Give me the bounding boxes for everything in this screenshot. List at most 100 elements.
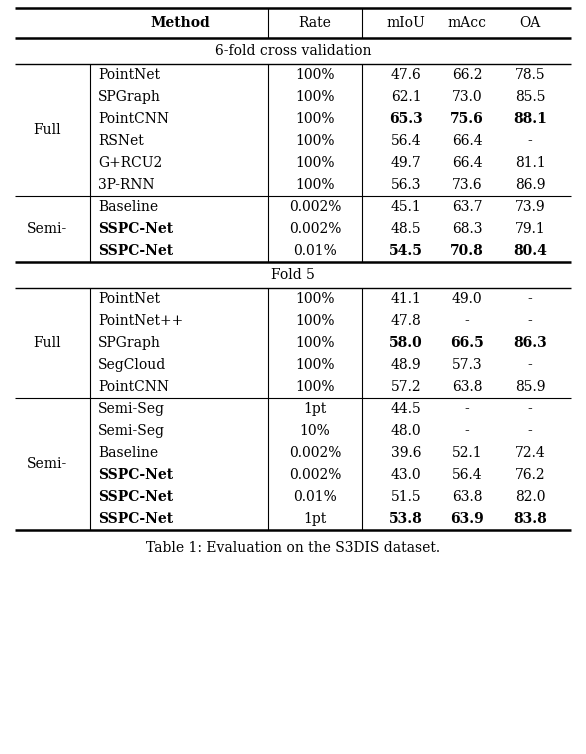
Text: 48.9: 48.9 <box>391 358 421 372</box>
Text: 43.0: 43.0 <box>391 468 421 482</box>
Text: 56.3: 56.3 <box>391 178 421 192</box>
Text: Rate: Rate <box>298 16 332 30</box>
Text: 85.9: 85.9 <box>515 380 545 394</box>
Text: Semi-Seg: Semi-Seg <box>98 402 165 416</box>
Text: 68.3: 68.3 <box>452 222 482 236</box>
Text: -: - <box>465 424 469 438</box>
Text: 86.3: 86.3 <box>513 336 547 350</box>
Text: SegCloud: SegCloud <box>98 358 166 372</box>
Text: 0.002%: 0.002% <box>289 446 341 460</box>
Text: 54.5: 54.5 <box>389 244 423 258</box>
Text: 100%: 100% <box>295 134 335 148</box>
Text: 53.8: 53.8 <box>389 512 423 526</box>
Text: PointNet: PointNet <box>98 292 160 306</box>
Text: 83.8: 83.8 <box>513 512 547 526</box>
Text: -: - <box>465 402 469 416</box>
Text: 3P-RNN: 3P-RNN <box>98 178 155 192</box>
Text: 0.002%: 0.002% <box>289 200 341 214</box>
Text: Full: Full <box>33 336 61 350</box>
Text: 0.01%: 0.01% <box>293 244 337 258</box>
Text: SSPC-Net: SSPC-Net <box>98 222 173 236</box>
Text: 1pt: 1pt <box>304 402 326 416</box>
Text: SSPC-Net: SSPC-Net <box>98 490 173 504</box>
Text: 51.5: 51.5 <box>391 490 421 504</box>
Text: 63.9: 63.9 <box>450 512 484 526</box>
Text: 73.6: 73.6 <box>452 178 482 192</box>
Text: PointNet++: PointNet++ <box>98 314 183 328</box>
Text: SPGraph: SPGraph <box>98 90 161 104</box>
Text: 65.3: 65.3 <box>389 112 423 126</box>
Text: 76.2: 76.2 <box>515 468 546 482</box>
Text: 66.4: 66.4 <box>452 134 482 148</box>
Text: 100%: 100% <box>295 292 335 306</box>
Text: 72.4: 72.4 <box>515 446 546 460</box>
Text: 62.1: 62.1 <box>391 90 421 104</box>
Text: 47.6: 47.6 <box>391 68 421 82</box>
Text: SPGraph: SPGraph <box>98 336 161 350</box>
Text: Full: Full <box>33 123 61 137</box>
Text: 44.5: 44.5 <box>391 402 421 416</box>
Text: 88.1: 88.1 <box>513 112 547 126</box>
Text: Baseline: Baseline <box>98 200 158 214</box>
Text: 73.0: 73.0 <box>452 90 482 104</box>
Text: 10%: 10% <box>299 424 331 438</box>
Text: Baseline: Baseline <box>98 446 158 460</box>
Text: -: - <box>527 358 532 372</box>
Text: mAcc: mAcc <box>448 16 486 30</box>
Text: PointCNN: PointCNN <box>98 380 169 394</box>
Text: Table 1: Evaluation on the S3DIS dataset.: Table 1: Evaluation on the S3DIS dataset… <box>146 541 440 555</box>
Text: 57.3: 57.3 <box>452 358 482 372</box>
Text: -: - <box>527 402 532 416</box>
Text: 52.1: 52.1 <box>452 446 482 460</box>
Text: 100%: 100% <box>295 314 335 328</box>
Text: Method: Method <box>150 16 210 30</box>
Text: 70.8: 70.8 <box>450 244 484 258</box>
Text: -: - <box>465 314 469 328</box>
Text: 6-fold cross validation: 6-fold cross validation <box>214 44 372 58</box>
Text: 81.1: 81.1 <box>515 156 546 170</box>
Text: 86.9: 86.9 <box>515 178 545 192</box>
Text: 63.7: 63.7 <box>452 200 482 214</box>
Text: 100%: 100% <box>295 68 335 82</box>
Text: 47.8: 47.8 <box>391 314 421 328</box>
Text: Fold 5: Fold 5 <box>271 268 315 282</box>
Text: 48.0: 48.0 <box>391 424 421 438</box>
Text: 58.0: 58.0 <box>389 336 423 350</box>
Text: 85.5: 85.5 <box>515 90 545 104</box>
Text: PointCNN: PointCNN <box>98 112 169 126</box>
Text: 48.5: 48.5 <box>391 222 421 236</box>
Text: SSPC-Net: SSPC-Net <box>98 512 173 526</box>
Text: Semi-: Semi- <box>27 457 67 471</box>
Text: 63.8: 63.8 <box>452 490 482 504</box>
Text: 39.6: 39.6 <box>391 446 421 460</box>
Text: 75.6: 75.6 <box>450 112 484 126</box>
Text: Semi-: Semi- <box>27 222 67 236</box>
Text: RSNet: RSNet <box>98 134 144 148</box>
Text: 100%: 100% <box>295 178 335 192</box>
Text: 49.7: 49.7 <box>391 156 421 170</box>
Text: G+RCU2: G+RCU2 <box>98 156 162 170</box>
Text: 82.0: 82.0 <box>515 490 545 504</box>
Text: 1pt: 1pt <box>304 512 326 526</box>
Text: 57.2: 57.2 <box>391 380 421 394</box>
Text: 100%: 100% <box>295 380 335 394</box>
Text: 78.5: 78.5 <box>515 68 546 82</box>
Text: 56.4: 56.4 <box>391 134 421 148</box>
Text: 79.1: 79.1 <box>515 222 546 236</box>
Text: 0.002%: 0.002% <box>289 222 341 236</box>
Text: OA: OA <box>519 16 541 30</box>
Text: 66.2: 66.2 <box>452 68 482 82</box>
Text: 49.0: 49.0 <box>452 292 482 306</box>
Text: 66.4: 66.4 <box>452 156 482 170</box>
Text: 56.4: 56.4 <box>452 468 482 482</box>
Text: 100%: 100% <box>295 358 335 372</box>
Text: 100%: 100% <box>295 156 335 170</box>
Text: 41.1: 41.1 <box>390 292 421 306</box>
Text: 0.002%: 0.002% <box>289 468 341 482</box>
Text: SSPC-Net: SSPC-Net <box>98 468 173 482</box>
Text: -: - <box>527 292 532 306</box>
Text: SSPC-Net: SSPC-Net <box>98 244 173 258</box>
Text: 80.4: 80.4 <box>513 244 547 258</box>
Text: -: - <box>527 314 532 328</box>
Text: -: - <box>527 134 532 148</box>
